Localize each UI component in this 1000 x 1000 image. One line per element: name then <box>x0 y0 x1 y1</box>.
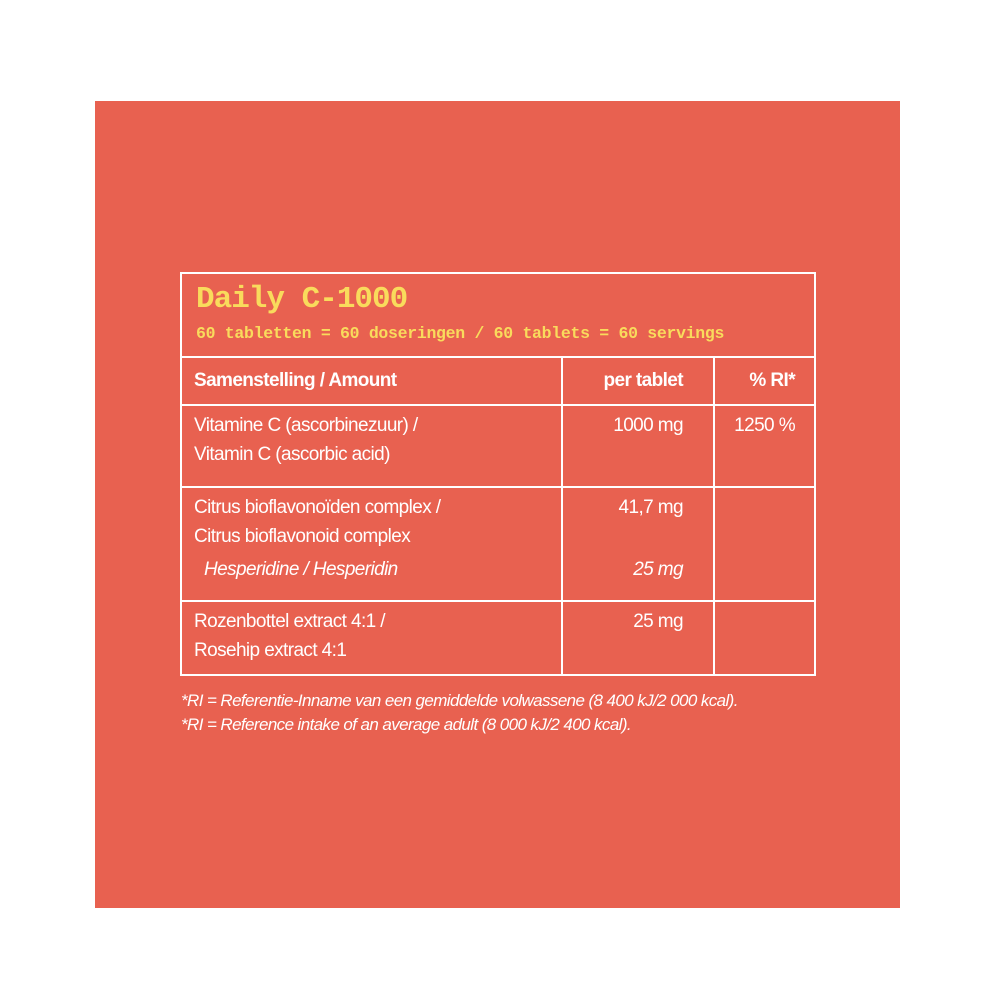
divider <box>182 356 814 358</box>
header-per-tablet: per tablet <box>603 370 683 391</box>
row-citrus-name-nl: Citrus bioflavonoïden complex / <box>194 497 441 518</box>
row-vitamin-c-name-en: Vitamin C (ascorbic acid) <box>194 444 390 465</box>
footnote-nl: *RI = Referentie-Inname van een gemiddel… <box>181 691 738 710</box>
row-rosehip-amount: 25 mg <box>633 611 683 632</box>
divider <box>182 404 814 406</box>
row-vitamin-c-ri: 1250 % <box>734 415 795 436</box>
row-citrus-amount: 41,7 mg <box>618 497 684 518</box>
footnotes: *RI = Referentie-Inname van een gemiddel… <box>181 689 738 737</box>
row-rosehip-name-en: Rosehip extract 4:1 <box>194 640 347 661</box>
header-ingredient: Samenstelling / Amount <box>194 370 397 391</box>
row-hesperidin-amount: 25 mg <box>633 559 683 580</box>
row-citrus-name-en: Citrus bioflavonoid complex <box>194 526 411 547</box>
header-ri: % RI* <box>749 370 795 391</box>
divider <box>561 356 563 674</box>
background-panel <box>95 101 900 908</box>
divider <box>182 600 814 602</box>
row-vitamin-c-amount: 1000 mg <box>613 415 683 436</box>
divider <box>182 486 814 488</box>
row-vitamin-c-name-nl: Vitamine C (ascorbinezuur) / <box>194 415 418 436</box>
product-subtitle: 60 tabletten = 60 doseringen / 60 tablet… <box>196 324 725 343</box>
product-title: Daily C-1000 <box>196 282 408 317</box>
nutrition-table: Daily C-1000 60 tabletten = 60 doseringe… <box>180 272 816 676</box>
footnote-en: *RI = Reference intake of an average adu… <box>181 715 632 734</box>
row-rosehip-name-nl: Rozenbottel extract 4:1 / <box>194 611 386 632</box>
divider <box>713 356 715 674</box>
row-hesperidin-name: Hesperidine / Hesperidin <box>204 559 398 580</box>
